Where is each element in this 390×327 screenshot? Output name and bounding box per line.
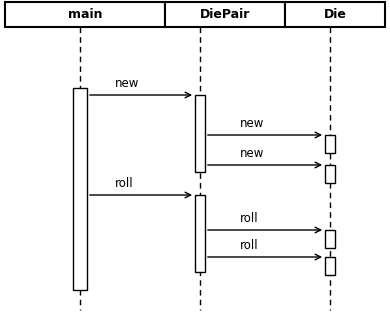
Text: new: new — [240, 147, 264, 160]
Bar — [5, 2, 165, 27]
Text: roll: roll — [240, 212, 259, 225]
Bar — [325, 230, 335, 248]
Text: Die: Die — [324, 8, 346, 21]
Bar — [325, 135, 335, 153]
Text: main: main — [68, 8, 102, 21]
Bar — [165, 2, 285, 27]
Bar — [285, 2, 385, 27]
Text: DiePair: DiePair — [200, 8, 250, 21]
Bar — [195, 95, 205, 172]
Text: new: new — [240, 117, 264, 130]
Bar — [73, 88, 87, 290]
Text: roll: roll — [115, 177, 134, 190]
Bar — [325, 165, 335, 183]
Bar — [195, 195, 205, 272]
Bar — [325, 257, 335, 275]
Text: new: new — [115, 77, 139, 90]
Text: roll: roll — [240, 239, 259, 252]
